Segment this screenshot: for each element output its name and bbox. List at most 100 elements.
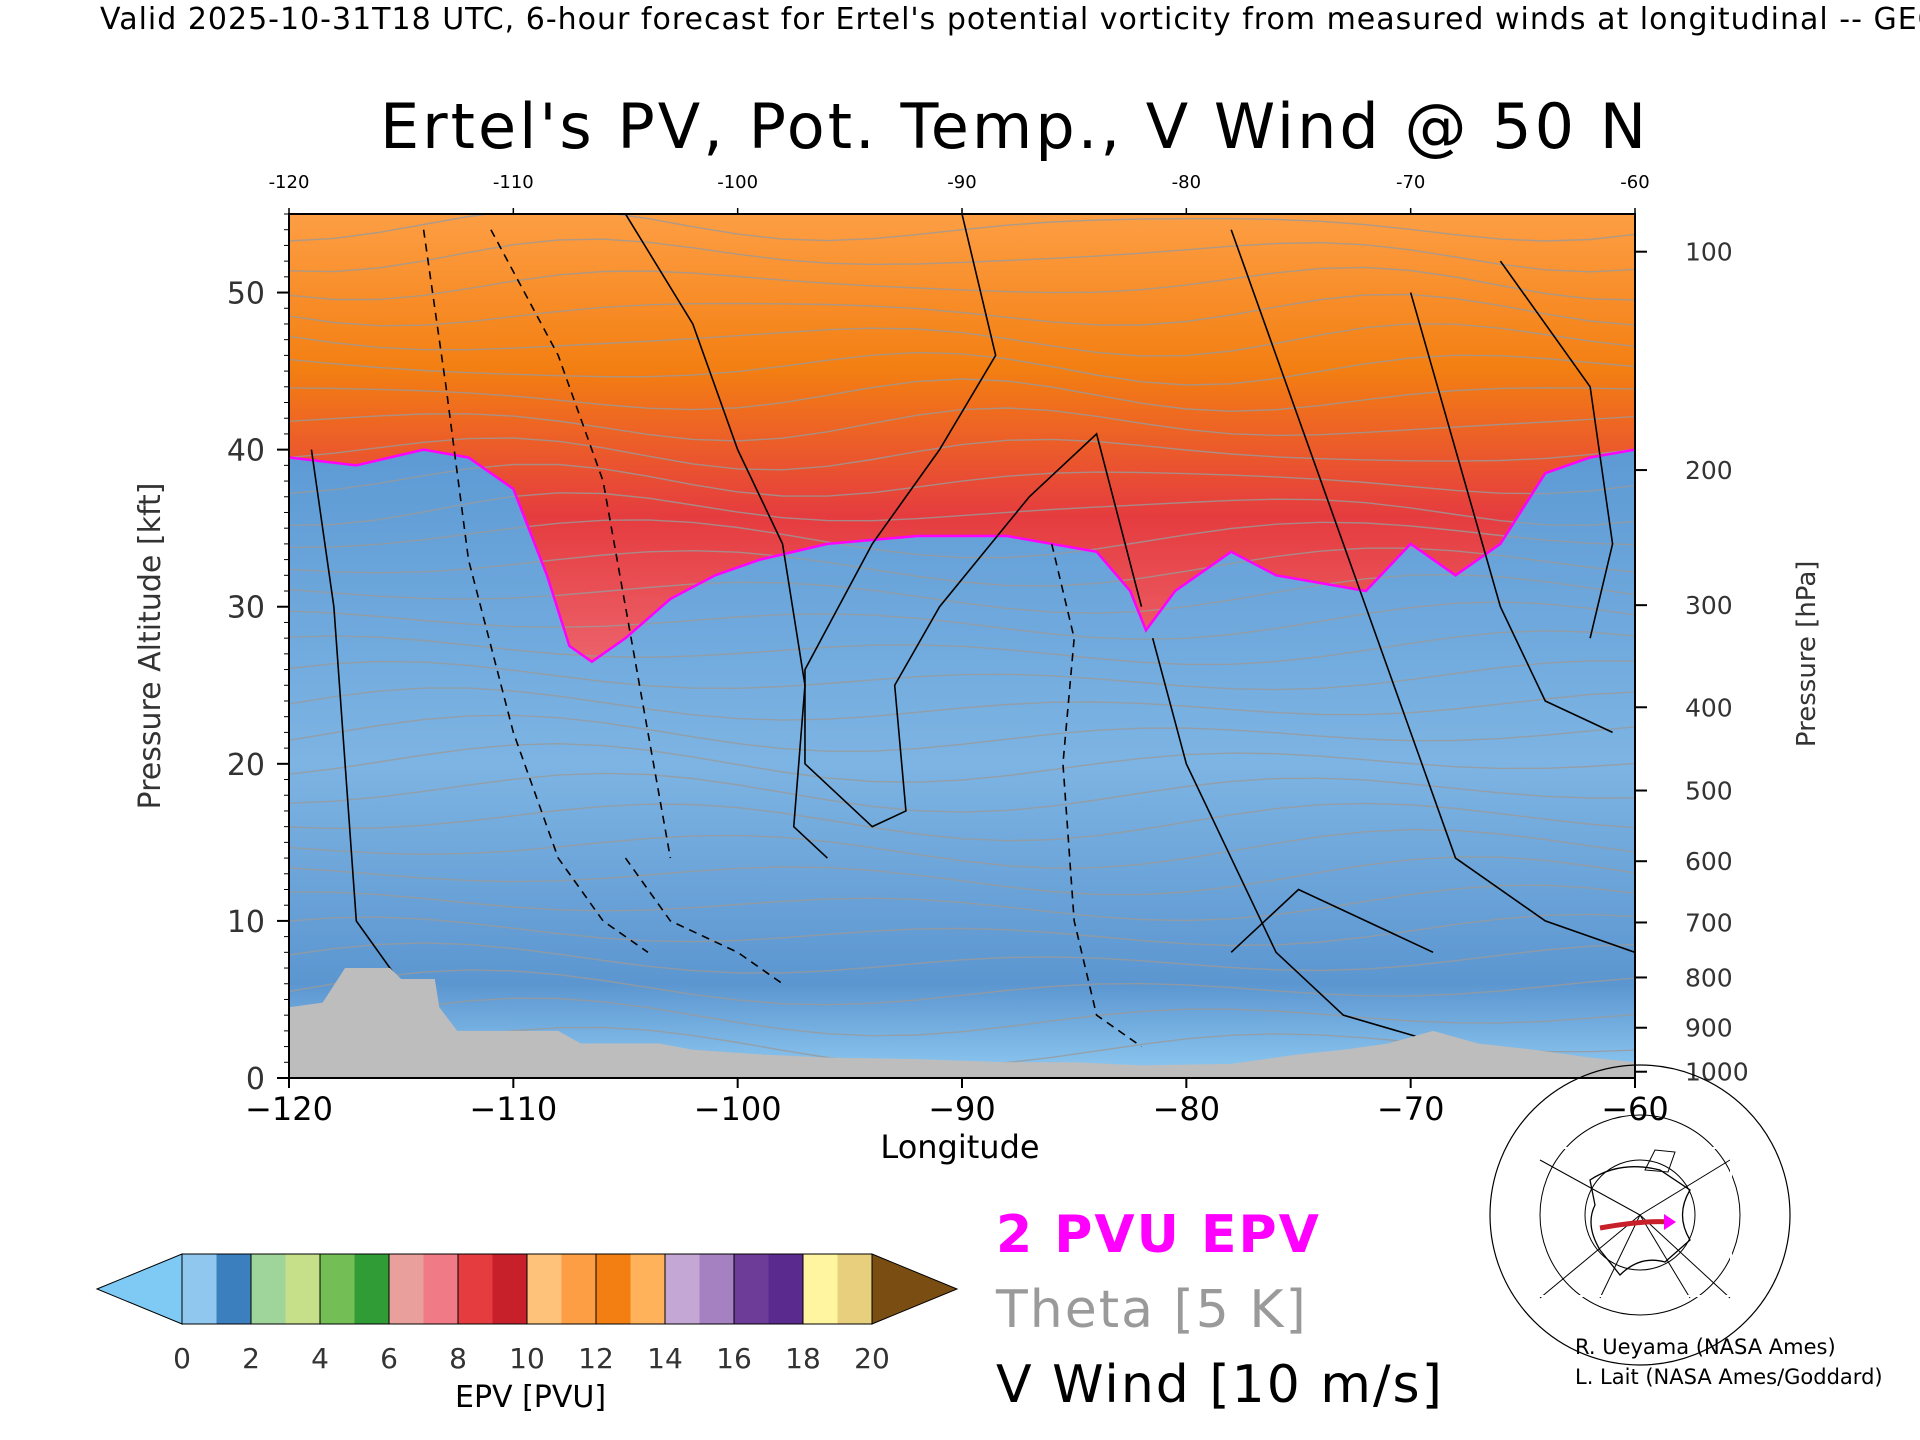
theta-contour [289, 519, 1635, 559]
colorbar-swatch [596, 1254, 631, 1324]
pressure-tick-label: 600 [1685, 847, 1733, 876]
vwind-contour [1230, 888, 1434, 954]
colorbar-swatch [768, 1254, 804, 1324]
theta-contour [289, 407, 1635, 442]
theta-contour [289, 630, 1635, 666]
vwind-contour [624, 214, 828, 859]
legend-theta: Theta [5 K] [996, 1280, 1308, 1340]
colorbar-swatch [803, 1254, 838, 1324]
colorbar-swatch [423, 1254, 459, 1324]
colorbar-swatch [699, 1254, 735, 1324]
pressure-tick-label: 800 [1685, 963, 1733, 992]
vwind-contour [1499, 260, 1614, 639]
theta-contour [289, 856, 1635, 896]
theta-contour [289, 573, 1635, 614]
colorbar-swatch [285, 1254, 321, 1324]
legend-2pvu: 2 PVU EPV [996, 1205, 1321, 1265]
colorbar-over-arrow [871, 1253, 959, 1325]
theta-contour [289, 351, 1635, 386]
y-tick-label: 50 [227, 277, 265, 312]
theta-contour [289, 547, 1635, 587]
x-tick-label: −110 [469, 1090, 557, 1128]
theta-contour [289, 463, 1635, 497]
pvu2-contour [289, 448, 1635, 664]
x-tick-label: −80 [1153, 1090, 1221, 1128]
vwind-contour [1409, 292, 1613, 734]
vwind-contour [624, 857, 783, 985]
vwind-contour [310, 449, 402, 985]
vwind-contour [1050, 543, 1142, 1048]
x-top-tick-label: -120 [269, 172, 310, 193]
colorbar-tick-label: 0 [173, 1342, 191, 1375]
y-tick-label: 0 [246, 1062, 265, 1097]
pressure-tick-label: 100 [1685, 238, 1733, 267]
vwind-contour [490, 229, 672, 859]
theta-contour [289, 913, 1635, 947]
theta-contour [289, 687, 1635, 721]
theta-contour [289, 969, 1635, 1006]
colorbar-swatch [216, 1254, 252, 1324]
colorbar-swatch [389, 1254, 424, 1324]
colorbar-tick-label: 18 [785, 1342, 821, 1375]
chart-title: Ertel's PV, Pot. Temp., V Wind @ 50 N [380, 90, 1650, 163]
pressure-tick-label: 700 [1685, 908, 1733, 937]
colorbar-tick-label: 20 [854, 1342, 890, 1375]
colorbar-swatch [734, 1254, 769, 1324]
theta-contour [289, 802, 1635, 842]
theta-contour [289, 942, 1635, 974]
x-top-tick-label: -90 [947, 172, 976, 193]
theta-contour [289, 437, 1635, 471]
credit-lait: L. Lait (NASA Ames/Goddard) [1575, 1365, 1883, 1389]
colorbar-swatch [837, 1254, 873, 1324]
colorbar-swatch [665, 1254, 700, 1324]
y-tick-label: 20 [227, 748, 265, 783]
credit-ueyama: R. Ueyama (NASA Ames) [1575, 1335, 1836, 1359]
vwind-contour [422, 229, 649, 953]
colorbar-tick-label: 12 [578, 1342, 614, 1375]
x-tick-label: −90 [928, 1090, 996, 1128]
pressure-tick-label: 300 [1685, 591, 1733, 620]
vwind-contour [1151, 637, 1479, 1056]
topography [289, 968, 1635, 1078]
x-tick-label: −100 [694, 1090, 782, 1128]
y-tick-label: 30 [227, 591, 265, 626]
theta-contour [289, 772, 1635, 813]
theta-contour [289, 884, 1635, 922]
troposphere-field [289, 449, 1635, 1078]
theta-contour [289, 742, 1635, 783]
theta-contour [289, 660, 1635, 691]
x-top-tick-label: -60 [1620, 172, 1649, 193]
legend-vwind: V Wind [10 m/s] [996, 1355, 1444, 1415]
inset-map [1489, 1064, 1791, 1366]
x-tick-label: −70 [1377, 1090, 1445, 1128]
y-tick-label: 40 [227, 434, 265, 469]
colorbar-swatch [492, 1254, 528, 1324]
x-top-tick-label: -70 [1396, 172, 1425, 193]
pressure-axis-label: Pressure [hPa] [1792, 561, 1822, 748]
theta-contour [289, 323, 1635, 357]
theta-contour [289, 828, 1635, 869]
colorbar-tick-label: 14 [647, 1342, 683, 1375]
x-axis-label: Longitude [880, 1128, 1039, 1166]
colorbar-under-arrow [95, 1253, 183, 1325]
x-tick-label: −60 [1601, 1090, 1669, 1128]
colorbar-tick-label: 10 [509, 1342, 545, 1375]
x-tick-label: −120 [245, 1090, 333, 1128]
pressure-tick-label: 1000 [1685, 1058, 1749, 1087]
theta-contour [289, 492, 1635, 526]
theta-contour [289, 214, 1635, 242]
vwind-contour [1230, 229, 1635, 954]
pressure-tick-label: 200 [1685, 456, 1733, 485]
colorbar-swatch [182, 1254, 217, 1324]
colorbar-tick-label: 16 [716, 1342, 752, 1375]
x-top-tick-label: -100 [717, 172, 758, 193]
theta-contour [289, 714, 1635, 752]
pressure-tick-label: 900 [1685, 1014, 1733, 1043]
colorbar-swatch [561, 1254, 597, 1324]
colorbar-tick-label: 4 [311, 1342, 329, 1375]
colorbar-swatch [251, 1254, 286, 1324]
theta-contour [289, 601, 1635, 641]
y-axis-label: Pressure Altitude [kft] [133, 483, 168, 810]
colorbar-swatch [320, 1254, 355, 1324]
